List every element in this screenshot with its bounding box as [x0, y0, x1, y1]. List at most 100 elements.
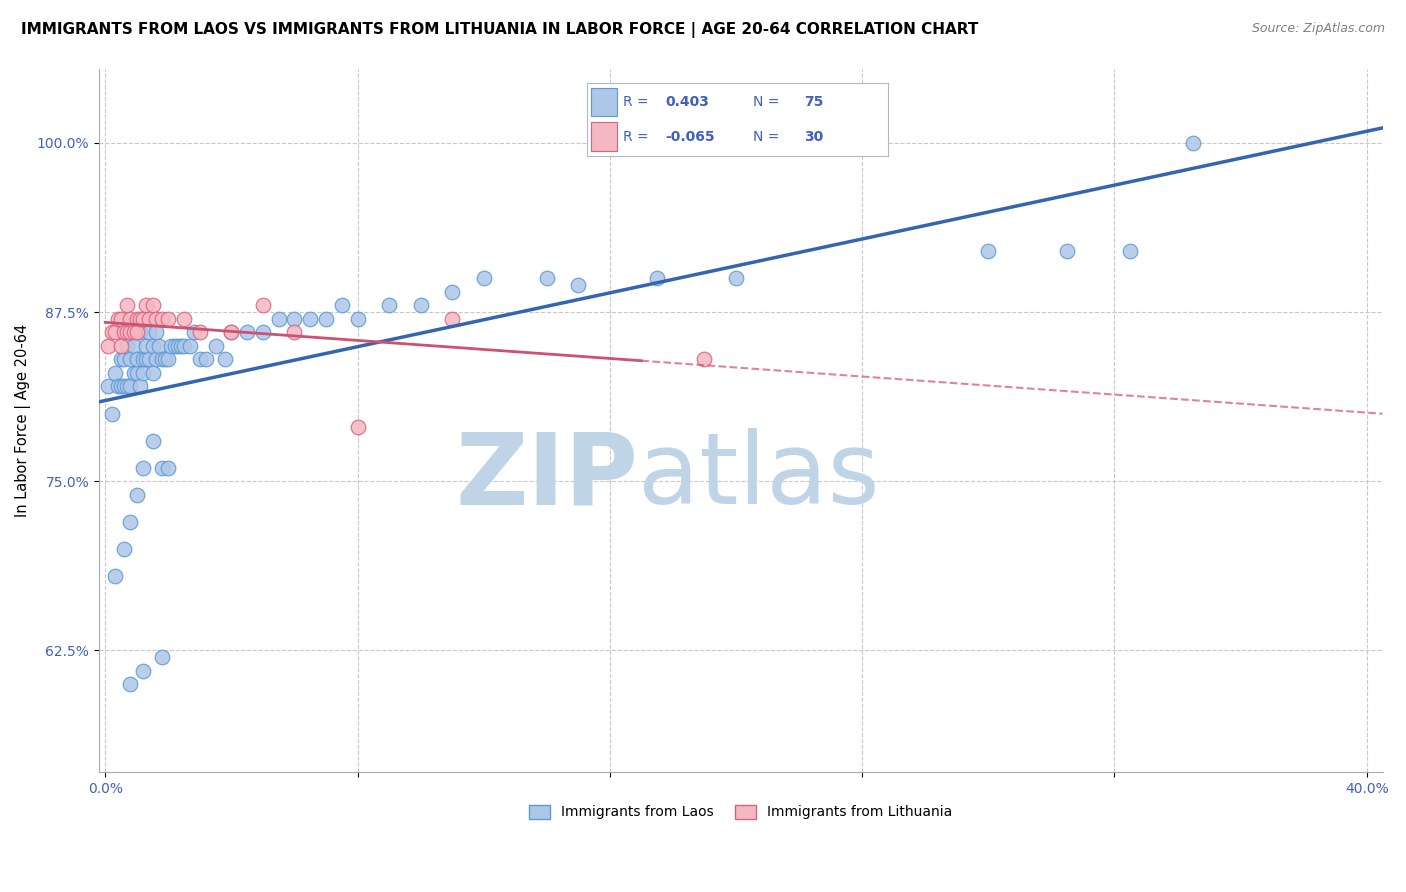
Point [150, 311, 173, 326]
Point [112, 541, 135, 556]
Point [188, 326, 211, 340]
Point [107, 379, 129, 393]
Point [536, 271, 558, 285]
Point [252, 326, 274, 340]
Point [125, 352, 148, 367]
Text: atlas: atlas [638, 428, 880, 525]
Text: Source: ZipAtlas.com: Source: ZipAtlas.com [1251, 22, 1385, 36]
Point [122, 366, 145, 380]
Point [120, 352, 142, 367]
Point [129, 311, 152, 326]
Point [378, 298, 401, 312]
Point [173, 339, 195, 353]
Point [110, 339, 132, 353]
Point [141, 366, 163, 380]
Point [1056, 244, 1078, 259]
Point [441, 311, 464, 326]
Point [724, 271, 747, 285]
Point [112, 379, 135, 393]
Point [110, 311, 132, 326]
Point [693, 352, 716, 367]
Point [97, 379, 120, 393]
Point [214, 352, 236, 367]
Text: IMMIGRANTS FROM LAOS VS IMMIGRANTS FROM LITHUANIA IN LABOR FORCE | AGE 20-64 COR: IMMIGRANTS FROM LAOS VS IMMIGRANTS FROM … [21, 22, 979, 38]
Point [135, 298, 157, 312]
Point [346, 311, 368, 326]
Point [132, 366, 155, 380]
Point [122, 339, 145, 353]
Point [188, 352, 211, 367]
Point [315, 311, 337, 326]
Point [330, 298, 353, 312]
Point [157, 460, 180, 475]
Point [141, 434, 163, 448]
Point [112, 352, 135, 367]
Point [132, 460, 155, 475]
Point [110, 352, 132, 367]
Point [97, 339, 120, 353]
Point [110, 379, 132, 393]
Point [299, 311, 322, 326]
Point [125, 326, 148, 340]
Point [148, 339, 170, 353]
Point [409, 298, 432, 312]
Point [107, 311, 129, 326]
Point [346, 420, 368, 434]
Point [441, 285, 464, 299]
Point [117, 339, 139, 353]
Point [132, 311, 155, 326]
Y-axis label: In Labor Force | Age 20-64: In Labor Force | Age 20-64 [15, 324, 31, 516]
Point [170, 339, 193, 353]
Point [153, 352, 176, 367]
Point [120, 311, 142, 326]
Point [252, 298, 274, 312]
Text: ZIP: ZIP [456, 428, 638, 525]
Point [112, 326, 135, 340]
Point [141, 339, 163, 353]
Point [132, 352, 155, 367]
Point [135, 339, 157, 353]
Point [150, 460, 173, 475]
Point [117, 326, 139, 340]
Point [645, 271, 668, 285]
Point [145, 311, 167, 326]
Point [125, 311, 148, 326]
Point [150, 352, 173, 367]
Point [129, 326, 152, 340]
Point [179, 339, 201, 353]
Point [104, 326, 127, 340]
Point [283, 326, 305, 340]
Point [472, 271, 495, 285]
Point [125, 488, 148, 502]
Point [100, 407, 122, 421]
Point [120, 677, 142, 691]
Point [157, 352, 180, 367]
Point [267, 311, 290, 326]
Point [125, 366, 148, 380]
Point [145, 352, 167, 367]
Point [283, 311, 305, 326]
Point [132, 664, 155, 678]
Point [135, 352, 157, 367]
Point [567, 277, 589, 292]
Point [117, 298, 139, 312]
Legend: Immigrants from Laos, Immigrants from Lithuania: Immigrants from Laos, Immigrants from Li… [524, 799, 957, 825]
Point [160, 339, 183, 353]
Point [977, 244, 1000, 259]
Point [157, 311, 180, 326]
Point [129, 379, 152, 393]
Point [122, 326, 145, 340]
Point [163, 339, 186, 353]
Point [117, 379, 139, 393]
Point [145, 326, 167, 340]
Point [236, 326, 259, 340]
Point [138, 311, 160, 326]
Point [1119, 244, 1142, 259]
Point [104, 569, 127, 583]
Point [138, 352, 160, 367]
Point [100, 326, 122, 340]
Point [173, 311, 195, 326]
Point [138, 326, 160, 340]
Point [150, 650, 173, 665]
Point [204, 339, 226, 353]
